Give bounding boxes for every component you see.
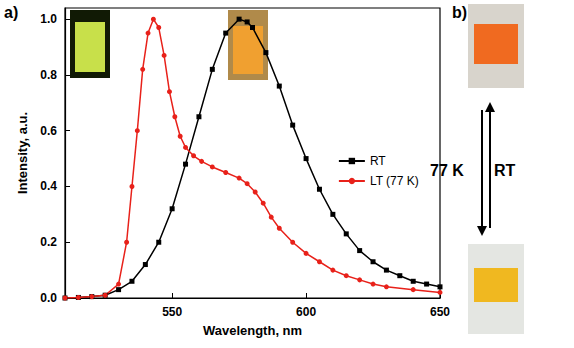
svg-text:0.4: 0.4 [40, 179, 57, 193]
svg-text:0.0: 0.0 [40, 291, 57, 305]
svg-text:550: 550 [162, 305, 182, 319]
svg-text:LT (77 K): LT (77 K) [370, 174, 419, 188]
svg-text:0.8: 0.8 [40, 68, 57, 82]
svg-text:0.6: 0.6 [40, 124, 57, 138]
svg-text:Wavelength, nm: Wavelength, nm [203, 323, 302, 338]
svg-text:1.0: 1.0 [40, 12, 57, 26]
svg-text:RT: RT [494, 162, 516, 179]
svg-text:650: 650 [430, 305, 450, 319]
svg-text:0.2: 0.2 [40, 235, 57, 249]
svg-text:77 K: 77 K [430, 162, 464, 179]
svg-text:b): b) [452, 4, 467, 21]
svg-text:Intensity, a.u.: Intensity, a.u. [15, 112, 30, 194]
svg-text:600: 600 [296, 305, 316, 319]
svg-text:a): a) [4, 4, 18, 21]
svg-text:RT: RT [370, 154, 386, 168]
